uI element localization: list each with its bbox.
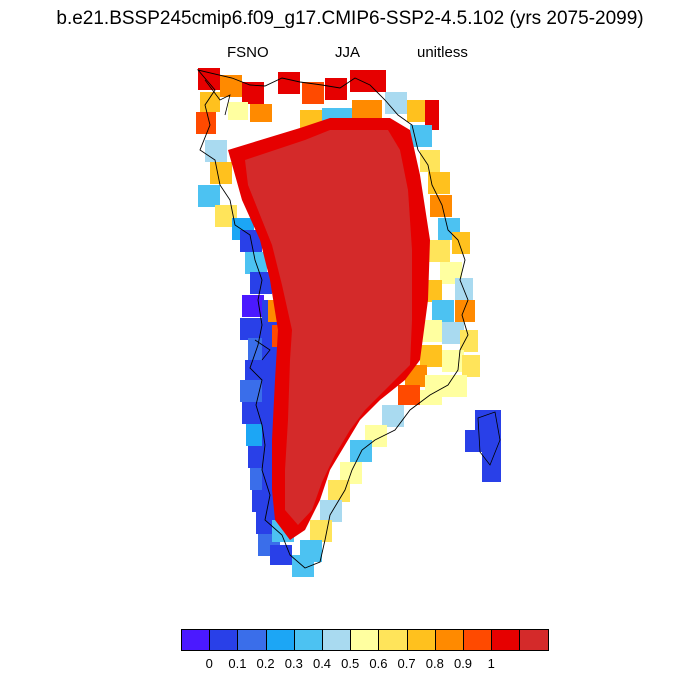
- colorbar-swatch: [351, 630, 380, 650]
- colorbar-swatch: [520, 630, 549, 650]
- colorbar-tick-label: 0.8: [425, 656, 444, 671]
- season-label: JJA: [335, 44, 361, 61]
- colorbar-swatch: [322, 630, 352, 650]
- colorbar-tick-label: 0.5: [341, 656, 360, 671]
- colorbar-swatch: [379, 630, 408, 650]
- colorbar-swatch: [407, 630, 436, 650]
- colorbar-swatch: [463, 630, 493, 650]
- colorbar-tick-label: 0.9: [453, 656, 473, 671]
- east-island: [465, 410, 501, 482]
- colorbar-tick-label: 0.6: [369, 656, 388, 671]
- colorbar-swatch: [210, 630, 239, 650]
- variable-label: FSNO: [227, 44, 269, 61]
- colorbar-swatch: [294, 630, 323, 650]
- coastal-band: [196, 68, 480, 577]
- colorbar-tick-label: 0: [205, 656, 213, 671]
- colorbar-tick-label: 0.4: [312, 656, 332, 671]
- colorbar-tick-label: 1: [487, 656, 495, 671]
- coastline: [196, 69, 469, 569]
- colorbar-tick-label: 0.7: [397, 656, 416, 671]
- colorbar-swatch: [266, 630, 295, 650]
- colorbar-swatch: [182, 630, 211, 650]
- plot-title: b.e21.BSSP245cmip6.f09_g17.CMIP6-SSP2-4.…: [56, 8, 644, 29]
- colorbar: [181, 629, 550, 651]
- ice-interior: [245, 130, 412, 525]
- colorbar-swatch: [238, 630, 267, 650]
- colorbar-swatch: [492, 630, 521, 650]
- units-label: unitless: [417, 44, 468, 61]
- colorbar-tick-label: 0.2: [256, 656, 275, 671]
- colorbar-tick-label: 0.3: [284, 656, 303, 671]
- colorbar-swatch: [435, 630, 464, 650]
- colorbar-tick-label: 0.1: [228, 656, 247, 671]
